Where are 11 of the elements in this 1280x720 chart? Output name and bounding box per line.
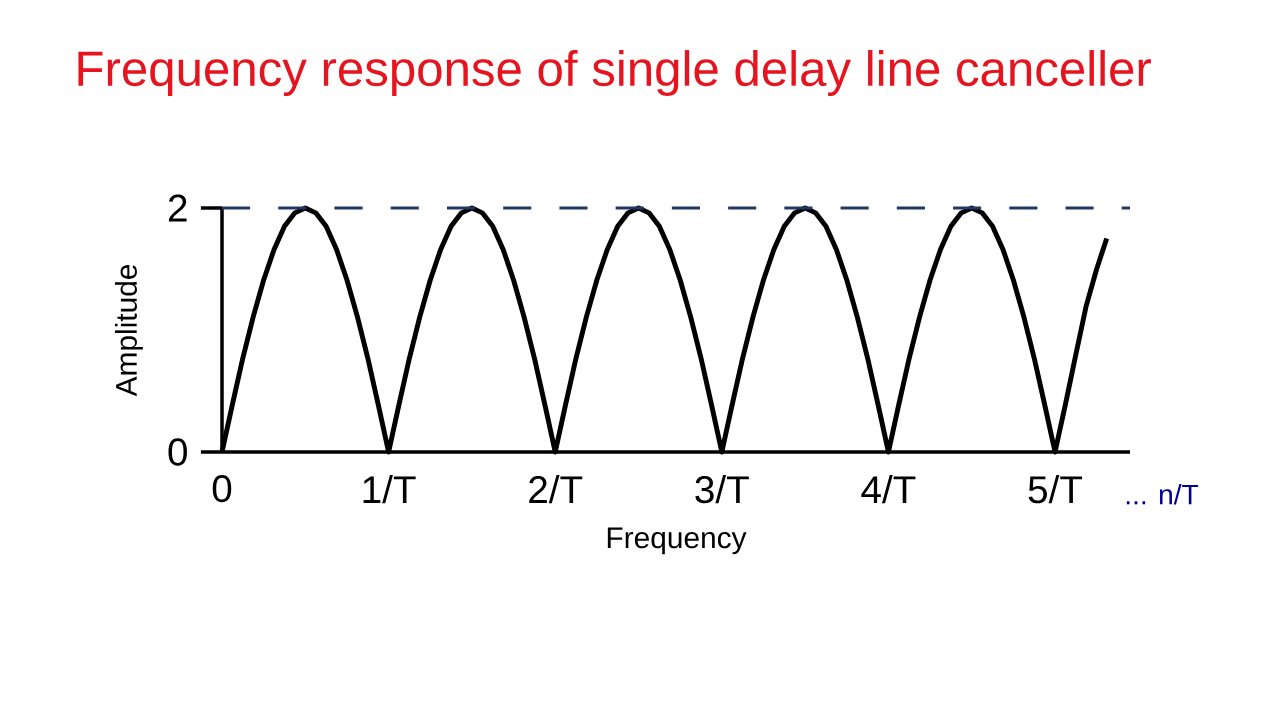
x-tick-label: 4/T: [861, 474, 916, 504]
x-tick-label: 0: [212, 474, 232, 503]
x-axis-title: Frequency: [607, 527, 747, 555]
x-tick-label: 5/T: [1028, 474, 1083, 504]
x-tick-label: 3/T: [695, 474, 749, 504]
y-axis-title: Amplitude: [115, 264, 143, 397]
chart-title: Frequency response of single delay line canceller: [78, 50, 1152, 96]
text: ... n/T: [1126, 483, 1199, 505]
x-tick-label: 1/T: [363, 474, 416, 504]
y-tick-label: 2: [168, 194, 187, 222]
x-tick-label: 2/T: [529, 474, 583, 504]
